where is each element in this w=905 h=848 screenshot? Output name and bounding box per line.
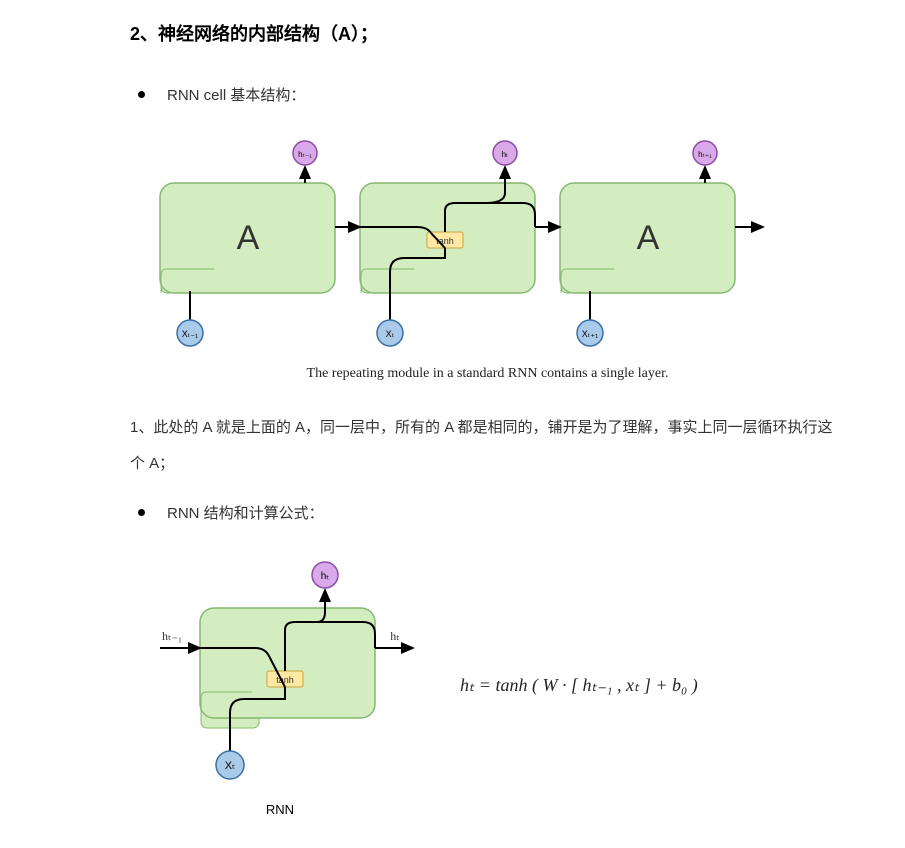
svg-text:Xₜ₋₁: Xₜ₋₁ bbox=[182, 329, 198, 339]
bullet-text-2: RNN 结构和计算公式： bbox=[167, 502, 324, 523]
svg-text:hₜ₊₁: hₜ₊₁ bbox=[698, 150, 712, 159]
paragraph-1: 1、此处的 A 就是上面的 A，同一层中，所有的 A 都是相同的，铺开是为了理解… bbox=[130, 410, 845, 482]
svg-text:hₜ₋₁: hₜ₋₁ bbox=[298, 150, 312, 159]
bullet-item-1: RNN cell 基本结构： bbox=[138, 84, 845, 105]
bullet-dot-icon bbox=[138, 91, 145, 98]
figure1-caption: The repeating module in a standard RNN c… bbox=[130, 366, 845, 382]
bullet-item-2: RNN 结构和计算公式： bbox=[138, 502, 845, 523]
rnn-single-diagram: tanhhₜ₋₁hₜXₜhₜ RNN bbox=[130, 553, 430, 817]
svg-text:A: A bbox=[237, 219, 260, 257]
bullet-dot-icon bbox=[138, 509, 145, 516]
svg-text:hₜ: hₜ bbox=[390, 629, 400, 643]
rnn-unrolled-diagram: AAtanhXₜ₋₁XₜXₜ₊₁hₜ₋₁hₜhₜ₊₁ The repeating… bbox=[130, 135, 845, 382]
svg-text:Xₜ₊₁: Xₜ₊₁ bbox=[582, 329, 598, 339]
svg-text:Xₜ: Xₜ bbox=[386, 329, 395, 339]
rnn-formula: hₜ = tanh ( W · [ hₜ₋₁ , xₜ ] + b₀ ) bbox=[460, 675, 698, 696]
svg-text:A: A bbox=[637, 219, 660, 257]
section-heading: 2、神经网络的内部结构（A）； bbox=[130, 20, 845, 46]
rnn-single-figure-row: tanhhₜ₋₁hₜXₜhₜ RNN hₜ = tanh ( W · [ hₜ₋… bbox=[130, 553, 845, 817]
bullet-text-1: RNN cell 基本结构： bbox=[167, 84, 305, 105]
figure2-caption: RNN bbox=[130, 802, 430, 817]
svg-text:hₜ: hₜ bbox=[502, 150, 509, 159]
svg-text:hₜ₋₁: hₜ₋₁ bbox=[162, 629, 182, 643]
svg-text:Xₜ: Xₜ bbox=[225, 760, 236, 772]
svg-text:hₜ: hₜ bbox=[321, 571, 330, 582]
